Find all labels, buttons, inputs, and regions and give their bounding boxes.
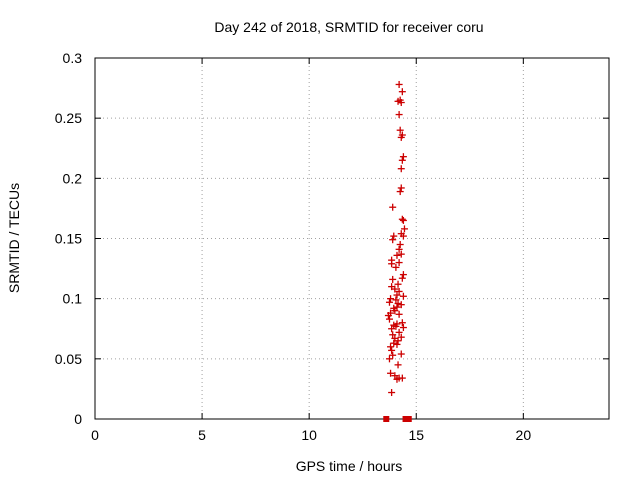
data-point xyxy=(393,340,401,348)
data-point xyxy=(398,374,406,382)
y-tick-label: 0.15 xyxy=(55,231,82,247)
data-point xyxy=(390,232,398,240)
data-point xyxy=(397,250,405,258)
data-point xyxy=(394,299,402,307)
data-point xyxy=(394,337,402,345)
data-point xyxy=(388,389,396,397)
x-tick-label: 0 xyxy=(91,427,99,443)
data-point xyxy=(397,133,405,141)
data-point xyxy=(395,287,403,295)
y-tick-label: 0.1 xyxy=(63,291,83,307)
data-point xyxy=(393,251,401,259)
data-point xyxy=(397,333,405,341)
data-point xyxy=(387,295,395,303)
data-point xyxy=(395,310,403,318)
data-point xyxy=(391,285,399,293)
data-point xyxy=(385,298,393,306)
data-point-square xyxy=(383,416,390,422)
data-point xyxy=(385,315,393,323)
data-point xyxy=(392,263,400,271)
data-point xyxy=(388,325,396,333)
y-tick-label: 0.3 xyxy=(63,50,83,66)
data-point xyxy=(398,156,406,164)
data-point xyxy=(388,346,396,354)
data-point xyxy=(390,339,398,347)
data-point xyxy=(396,188,404,196)
y-tick-label: 0.2 xyxy=(63,170,83,186)
data-point xyxy=(399,271,407,279)
data-point xyxy=(389,275,397,283)
data-point xyxy=(397,301,405,309)
x-tick-label: 5 xyxy=(198,427,206,443)
y-tick-label: 0.05 xyxy=(55,351,82,367)
data-point xyxy=(394,280,402,288)
data-point xyxy=(395,259,403,267)
x-tick-label: 10 xyxy=(301,427,317,443)
data-point xyxy=(384,312,392,320)
data-point xyxy=(397,184,405,192)
data-point xyxy=(393,303,401,311)
data-point xyxy=(389,236,397,244)
data-point xyxy=(393,375,401,383)
data-point xyxy=(388,260,396,268)
data-point xyxy=(396,241,404,249)
data-point-square xyxy=(405,416,412,422)
data-point xyxy=(399,324,407,332)
chart-title: Day 242 of 2018, SRMTID for receiver cor… xyxy=(214,19,483,35)
data-point xyxy=(396,96,404,104)
data-point-square xyxy=(402,416,409,422)
axes xyxy=(94,57,610,420)
data-point xyxy=(387,343,395,351)
data-point xyxy=(399,232,407,240)
tick-labels: 0 5 10 15 20 0 0.05 0.1 0.15 0.2 0.25 0.3 xyxy=(55,50,532,443)
x-axis-label: GPS time / hours xyxy=(296,458,403,474)
data-point xyxy=(398,215,406,223)
data-points xyxy=(383,80,412,422)
data-point xyxy=(385,355,393,363)
x-tick-label: 15 xyxy=(408,427,424,443)
data-point xyxy=(398,274,406,282)
data-point xyxy=(389,203,397,211)
data-point xyxy=(399,292,407,300)
data-point xyxy=(394,361,402,369)
data-point xyxy=(397,350,405,358)
data-point xyxy=(387,369,395,377)
data-point xyxy=(389,331,397,339)
data-point xyxy=(397,165,405,173)
data-point xyxy=(389,351,397,359)
data-point xyxy=(400,225,408,233)
data-point xyxy=(392,296,400,304)
x-tick-label: 20 xyxy=(516,427,532,443)
data-point xyxy=(395,111,403,119)
data-point xyxy=(392,322,400,330)
data-point xyxy=(399,216,407,224)
data-point xyxy=(393,291,401,299)
data-point xyxy=(396,126,404,134)
data-point xyxy=(391,372,399,380)
data-point xyxy=(398,319,406,327)
grid-lines xyxy=(95,58,609,419)
data-point xyxy=(399,153,407,161)
y-tick-label: 0 xyxy=(74,411,82,427)
y-axis-label: SRMTID / TECUs xyxy=(6,183,22,293)
data-point xyxy=(398,88,406,96)
data-point xyxy=(395,328,403,336)
data-point xyxy=(391,307,399,315)
data-point xyxy=(395,245,403,253)
data-point xyxy=(395,80,403,88)
y-tick-label: 0.25 xyxy=(55,110,82,126)
